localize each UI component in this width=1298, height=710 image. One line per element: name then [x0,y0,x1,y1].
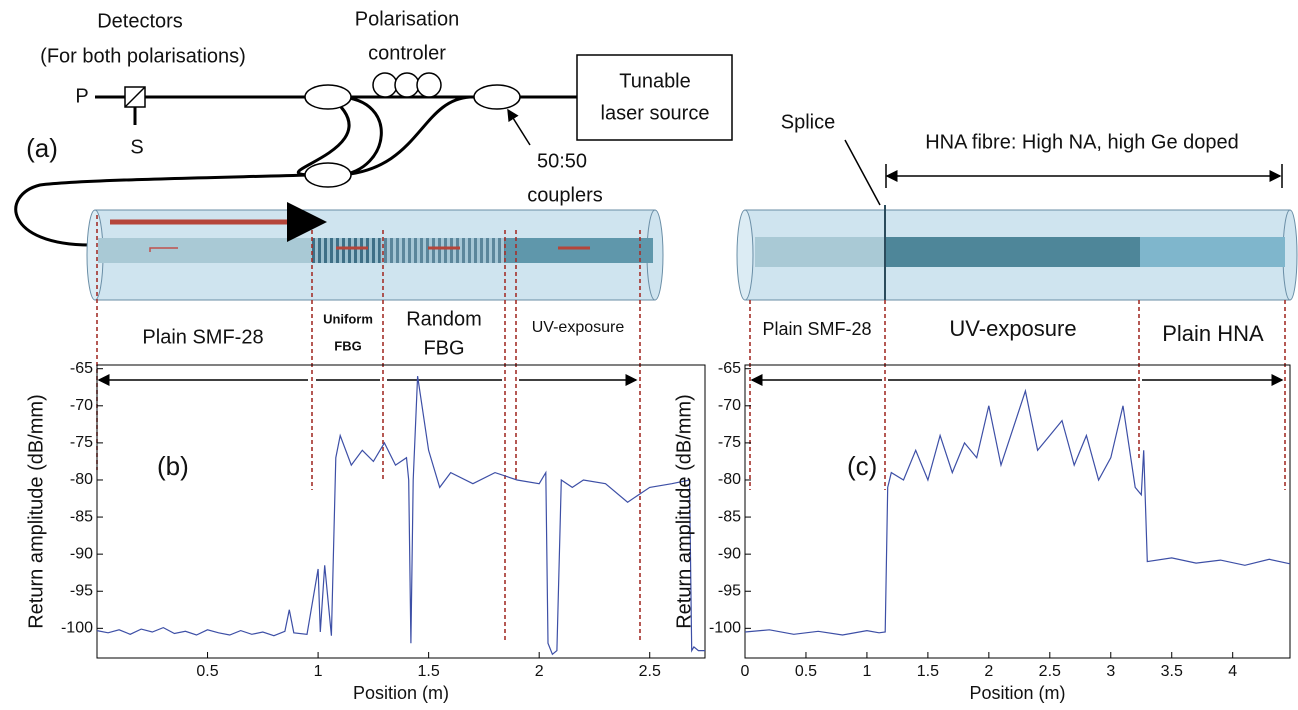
core-uv [505,238,653,263]
plot-frame [96,364,706,659]
fiber [296,95,471,177]
x-tick-label: 3 [1106,663,1115,680]
laser-label: laser source [601,102,710,124]
controller-label: Polarisation [355,8,460,30]
core [98,238,312,263]
y-tick-label: -65 [718,360,741,377]
y-tick-label: -85 [718,508,741,525]
x-tick-label: 0.5 [196,663,218,680]
x-tick-label: 4 [1228,663,1237,680]
y-tick-label: -85 [70,508,93,525]
x-axis-label: Position (m) [969,683,1065,703]
core-uv [885,237,1140,267]
section-label: Plain SMF-28 [142,326,263,348]
section-label: Uniform [323,311,373,326]
x-tick-label: 2.5 [639,663,661,680]
section-label: UV-exposure [949,316,1076,341]
pointer [844,139,881,206]
hna-label: HNA fibre: High NA, high Ge doped [925,131,1239,153]
y-tick-label: -100 [61,620,93,637]
section-label: Random [406,308,482,330]
section-label: Plain SMF-28 [762,319,871,339]
y-tick-label: -75 [718,434,741,451]
x-tick-label: 0.5 [795,663,817,680]
x-tick-label: 2 [984,663,993,680]
x-tick-label: 0 [741,663,750,680]
setup-diagram: Detectors (For both polarisations) P S (… [14,8,1298,640]
data-line [96,376,705,656]
core-random-fbg [380,238,505,263]
y-tick-label: -80 [70,471,93,488]
y-tick-label: -80 [718,471,741,488]
panel-label: (b) [157,451,189,481]
pc-loop [416,72,442,98]
coupler [304,162,352,188]
laser-label: Tunable [619,70,691,92]
couplers-label: 50:50 [537,150,587,172]
p-label: P [75,85,88,107]
x-tick-label: 2.5 [1039,663,1061,680]
y-tick-label: -100 [709,620,741,637]
x-tick-label: 3.5 [1161,663,1183,680]
pointer [507,108,531,146]
fiber [14,173,311,247]
x-axis-label: Position (m) [353,683,449,703]
y-tick-label: -70 [718,397,741,414]
plot-frame [744,364,1291,659]
y-tick-label: -75 [70,434,93,451]
panel-label: (a) [26,133,58,163]
y-tick-label: -90 [70,545,93,562]
s-label: S [130,136,143,158]
y-tick-label: -70 [70,397,93,414]
x-tick-label: 1.5 [917,663,939,680]
pc-loop [372,72,398,98]
y-tick-label: -65 [70,360,93,377]
section-label: Plain HNA [1162,321,1264,346]
detectors-label: (For both polarisations) [40,45,246,67]
section-label: FBG [334,338,361,353]
x-tick-label: 1 [314,663,323,680]
couplers-label: couplers [527,184,603,206]
y-axis-label: Return amplitude (dB/mm) [25,394,47,629]
x-tick-label: 1 [862,663,871,680]
splitter [124,86,146,108]
section-marker [96,215,641,640]
data-line [744,388,1291,636]
laser-box [576,54,733,141]
y-tick-label: -90 [718,545,741,562]
splice-label: Splice [781,111,835,133]
pc-loop [394,72,420,98]
section-label: UV-exposure [532,319,625,336]
core-fbg [312,238,380,263]
reflection [149,247,178,252]
chart: -65 -70 -75 -80 -85 -90 -95 -100 0.5 1 1.5 2 2.5 Posi… [25,360,706,703]
chart: -65 -70 -75 -80 -85 -90 -95 -100 0 0.5 1 1.5 2 2.5 3 3.… [673,360,1291,703]
y-axis-label: Return amplitude (dB/mm) [673,394,695,629]
y-tick-label: -95 [718,582,741,599]
core-hna [1140,237,1285,267]
fibre-end [736,209,754,301]
x-tick-label: 2 [535,663,544,680]
x-tick-label: 1.5 [418,663,440,680]
core [755,237,885,267]
span-end [885,164,1283,188]
fibre-end [1282,209,1298,301]
coupler [473,84,521,110]
section-label: FBG [423,337,464,359]
y-tick-label: -95 [70,582,93,599]
panel-label: (c) [847,451,877,481]
section-marker [749,300,1286,490]
coupler [304,84,352,110]
controller-label: controler [368,42,446,64]
detectors-label: Detectors [97,10,183,32]
